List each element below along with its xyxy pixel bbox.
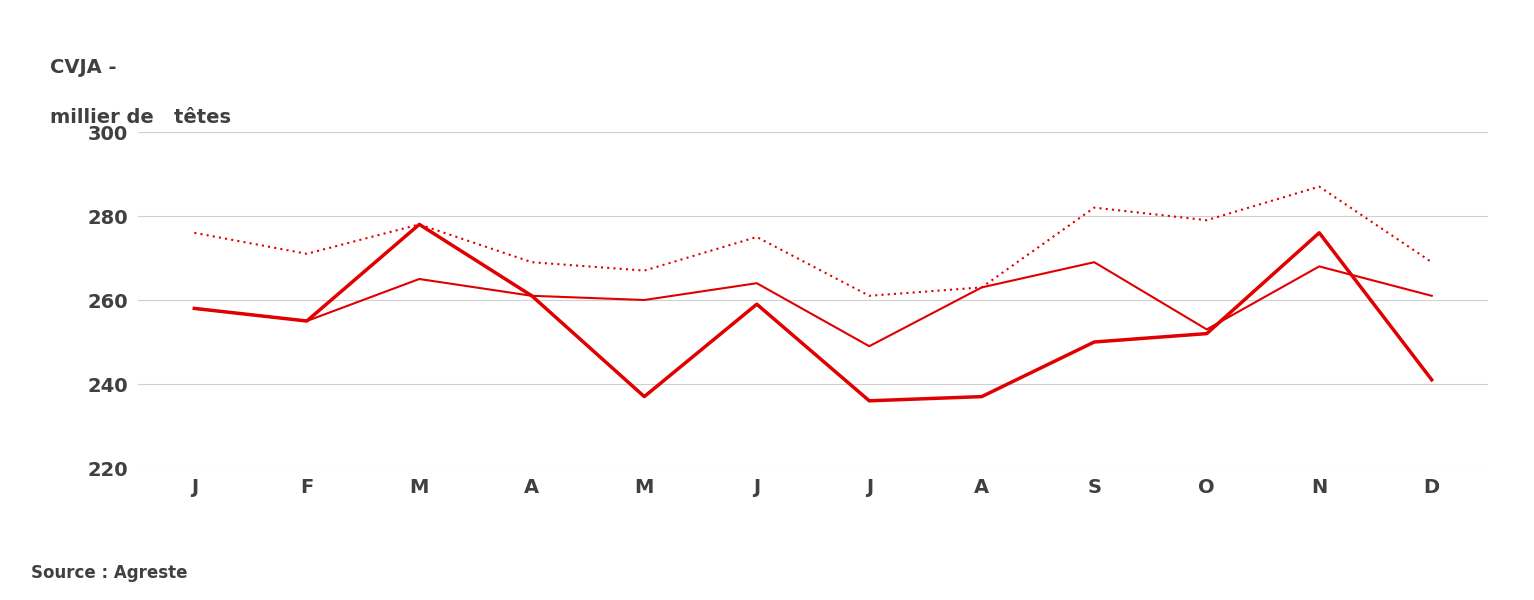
Text: millier de   têtes: millier de têtes (51, 109, 232, 127)
Text: CVJA -: CVJA - (51, 58, 117, 77)
Text: Source : Agreste: Source : Agreste (31, 564, 187, 582)
